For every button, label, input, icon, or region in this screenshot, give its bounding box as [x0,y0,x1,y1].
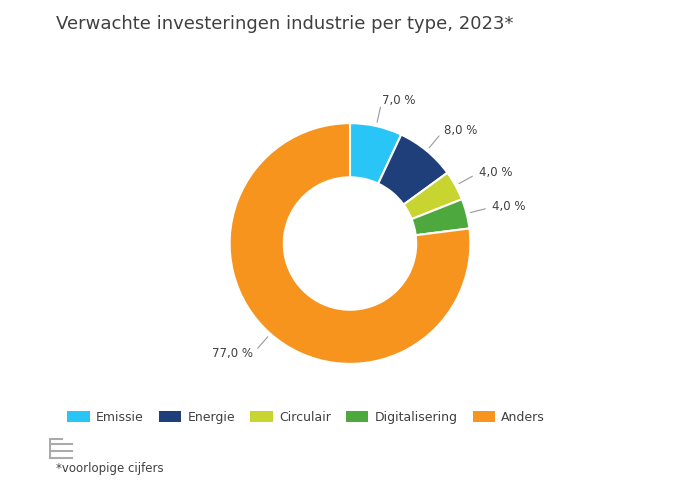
Text: Verwachte investeringen industrie per type, 2023*: Verwachte investeringen industrie per ty… [56,15,514,33]
Wedge shape [412,199,470,235]
Wedge shape [350,123,401,184]
Text: 4,0 %: 4,0 % [492,200,526,213]
Text: 7,0 %: 7,0 % [382,94,416,106]
Wedge shape [378,134,447,204]
Text: 4,0 %: 4,0 % [479,166,512,179]
Legend: Emissie, Energie, Circulair, Digitalisering, Anders: Emissie, Energie, Circulair, Digitaliser… [62,406,550,428]
Text: 8,0 %: 8,0 % [444,124,477,137]
Wedge shape [404,173,462,219]
Wedge shape [230,123,470,364]
Text: *voorlopige cijfers: *voorlopige cijfers [56,462,164,475]
Text: 77,0 %: 77,0 % [212,347,253,360]
